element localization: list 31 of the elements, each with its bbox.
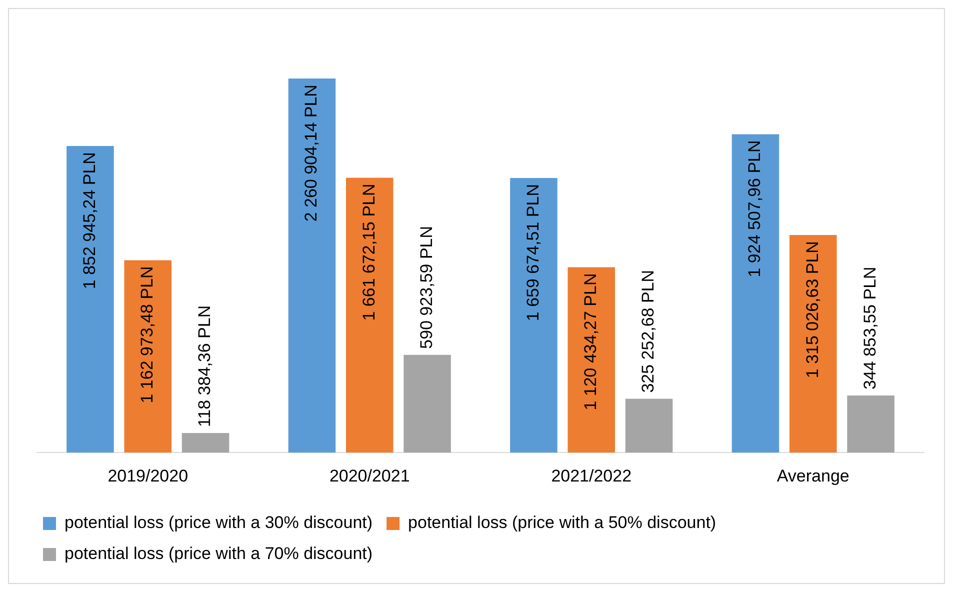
data-label: 1 120 434,27 PLN bbox=[581, 273, 600, 410]
bar bbox=[732, 134, 780, 453]
bar bbox=[66, 146, 114, 453]
bar bbox=[404, 354, 451, 453]
bar bbox=[847, 396, 894, 453]
bar bbox=[625, 398, 673, 453]
data-label: 325 252,68 PLN bbox=[638, 270, 658, 393]
x-tick-label: 2021/2022 bbox=[551, 466, 632, 486]
data-label: 1 924 507,96 PLN bbox=[745, 140, 764, 278]
bar bbox=[510, 178, 558, 453]
x-tick-label: Averange bbox=[776, 466, 850, 486]
data-label: 344 853,55 PLN bbox=[860, 266, 880, 390]
legend-label: potential loss (price with a 50% discount) bbox=[408, 513, 716, 532]
data-label: 1 315 026,63 PLN bbox=[802, 241, 822, 378]
data-label: 590 923,59 PLN bbox=[416, 226, 436, 349]
bar bbox=[346, 178, 394, 453]
x-tick-label: 2019/2020 bbox=[108, 466, 188, 486]
data-label: 1 162 973,48 PLN bbox=[138, 266, 157, 404]
data-label: 1 659 674,51 PLN bbox=[523, 184, 542, 322]
legend-label: potential loss (price with a 30% discount) bbox=[64, 513, 373, 532]
bar bbox=[789, 235, 837, 453]
bar bbox=[568, 267, 616, 453]
data-label: 1 661 672,15 PLN bbox=[359, 184, 378, 321]
x-tick-label: 2020/2021 bbox=[329, 466, 410, 486]
data-label: 2 260 904,14 PLN bbox=[302, 84, 321, 222]
data-label: 1 852 945,24 PLN bbox=[80, 152, 99, 290]
legend-label: potential loss (price with a 70% discount) bbox=[64, 544, 373, 564]
bar bbox=[124, 260, 172, 453]
bar bbox=[288, 78, 336, 453]
bar bbox=[182, 433, 230, 453]
data-label: 118 384,36 PLN bbox=[195, 305, 214, 428]
